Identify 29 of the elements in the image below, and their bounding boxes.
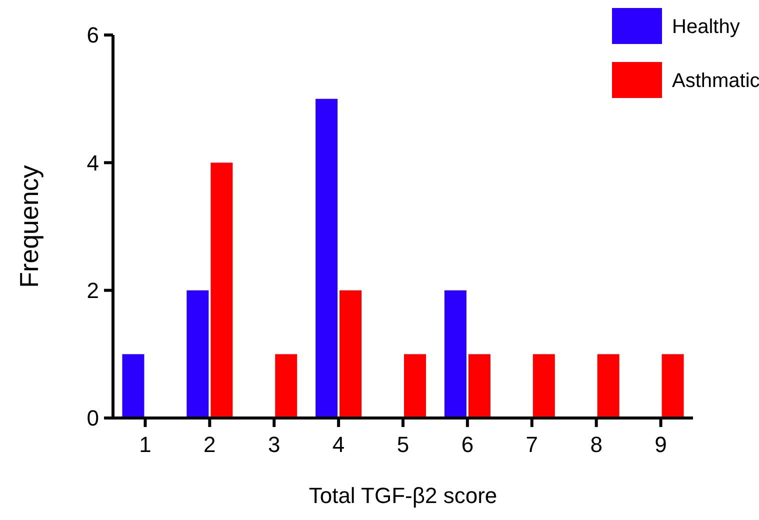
bar: [662, 354, 684, 418]
x-axis-title: Total TGF-β2 score: [308, 483, 498, 508]
bar: [532, 354, 555, 418]
bar: [404, 354, 426, 418]
bar: [340, 290, 362, 418]
bar: [186, 290, 209, 418]
x-tick-label: 4: [332, 432, 345, 457]
bar: [597, 354, 620, 418]
bar: [444, 290, 466, 418]
y-tick-label: 6: [86, 22, 99, 48]
x-tick-label: 9: [654, 432, 667, 457]
y-tick-label: 0: [86, 406, 99, 431]
bar: [122, 354, 144, 418]
bar: [275, 354, 298, 418]
y-axis-title: Frequency: [14, 165, 44, 288]
y-tick-label: 4: [86, 150, 99, 176]
legend-label: Asthmatic: [672, 70, 759, 92]
x-tick-label: 3: [268, 432, 280, 457]
bar: [316, 98, 338, 418]
bar: [468, 354, 490, 418]
legend-label: Healthy: [672, 16, 740, 38]
x-tick-label: 1: [139, 432, 152, 457]
y-tick-label: 2: [86, 278, 99, 304]
x-tick-label: 8: [590, 432, 602, 457]
x-tick-label: 5: [396, 432, 410, 457]
bar: [210, 162, 233, 418]
x-tick-label: 2: [204, 432, 216, 457]
x-tick-label: 7: [526, 432, 538, 457]
x-tick-label: 6: [461, 432, 474, 457]
